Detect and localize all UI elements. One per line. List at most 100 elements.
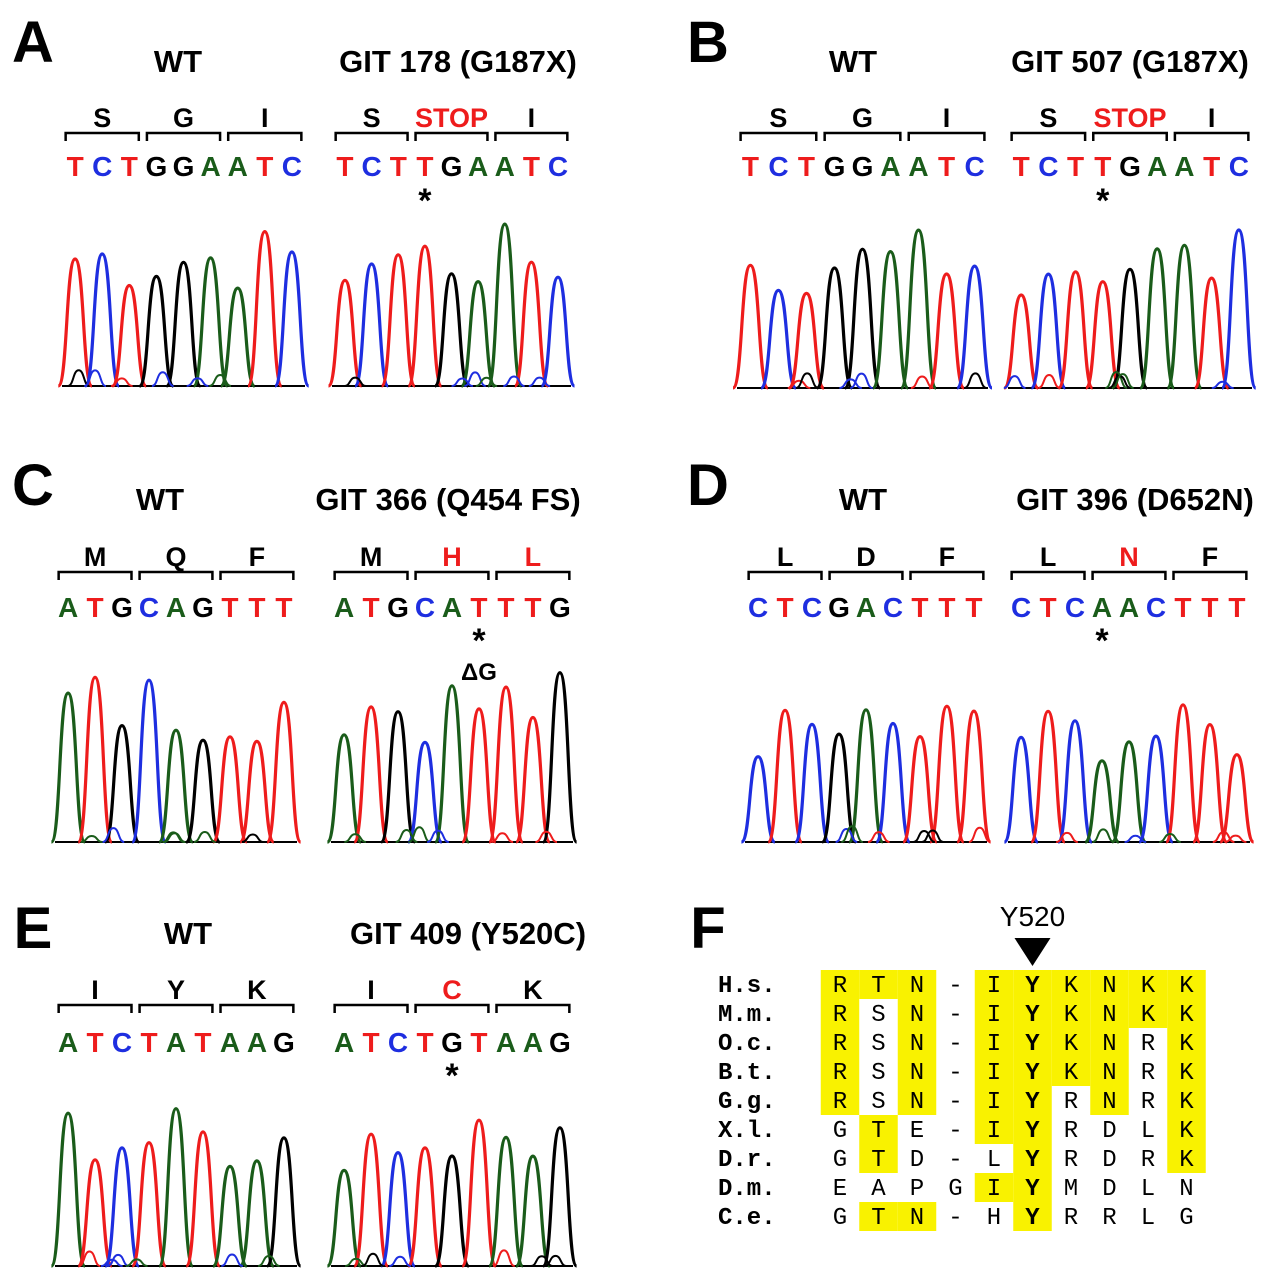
codon-label: C [442, 975, 462, 1005]
trace-peak-T [1191, 723, 1229, 844]
base-letter: G [852, 151, 874, 182]
base-letter: C [92, 151, 112, 182]
trace-peak-T [265, 700, 303, 844]
panel-letter: E [14, 896, 53, 961]
panel-letter: D [687, 453, 729, 518]
residue: Y [1025, 973, 1040, 1000]
base-letter: T [470, 592, 487, 623]
residue: - [948, 1031, 962, 1058]
panel-title-mutant: GIT 409 (Y520C) [350, 916, 586, 951]
codon-bracket [907, 131, 986, 141]
codon-label: F [1202, 542, 1219, 572]
codon-label: I [1208, 103, 1216, 133]
residue: I [987, 1060, 1001, 1087]
residue: - [948, 1060, 962, 1087]
base-letter: T [1174, 592, 1191, 623]
conserved-highlight [1090, 999, 1129, 1028]
base-letter: G [828, 592, 850, 623]
base-letter: T [524, 592, 541, 623]
trace-noise [257, 1254, 280, 1267]
trace-peak-T [326, 278, 364, 388]
codon-label: L [1040, 542, 1057, 572]
residue: I [987, 1118, 1001, 1145]
conserved-highlight [1013, 970, 1052, 999]
codon-bracket [1010, 570, 1086, 580]
codon-bracket [226, 131, 303, 141]
trace-peak-T [1193, 276, 1231, 390]
base-letter: T [523, 151, 540, 182]
residue: D [910, 1147, 924, 1174]
codon-bracket [494, 131, 569, 141]
residue: R [1141, 1089, 1155, 1116]
trace-peak-C [955, 264, 994, 390]
base-letter: T [121, 151, 138, 182]
residue: P [910, 1176, 924, 1203]
conserved-highlight [974, 1028, 1014, 1057]
trace-peak-G [265, 1136, 303, 1268]
trace-peak-A [49, 1111, 87, 1268]
codon-bracket [138, 570, 214, 580]
base-letter: A [334, 1027, 354, 1058]
conserved-highlight [974, 999, 1014, 1028]
conserved-highlight [974, 1057, 1014, 1086]
base-letter: C [802, 592, 822, 623]
base-letter: T [938, 592, 955, 623]
base-letter: T [248, 592, 265, 623]
base-letter: T [1201, 592, 1218, 623]
residue: T [871, 1147, 885, 1174]
base-letter: C [883, 592, 903, 623]
residue: - [948, 1118, 962, 1145]
codon-bracket [739, 131, 818, 141]
base-letter: T [911, 592, 928, 623]
base-letter: A [1174, 151, 1194, 182]
trace-noise [344, 376, 367, 387]
panel-B: B WT GIT 507 (G187X)S G IT C T G G A A T CS STOP IT C T T… [687, 10, 1258, 390]
conserved-highlight [1090, 1028, 1129, 1057]
residue: - [948, 1089, 962, 1116]
residue: N [910, 1060, 924, 1087]
trace-noise [345, 1257, 367, 1267]
residue: K [1179, 1147, 1194, 1174]
base-letter: T [777, 592, 794, 623]
conserved-highlight [1013, 999, 1052, 1028]
residue: A [871, 1176, 886, 1203]
residue: I [987, 1089, 1001, 1116]
conserved-highlight [859, 970, 898, 999]
trace-noise [361, 1252, 384, 1267]
trace-peak-A [1165, 243, 1203, 390]
conserved-highlight [974, 970, 1014, 999]
base-letter: C [361, 151, 381, 182]
trace-peak-T [380, 253, 417, 388]
residue: T [871, 1205, 885, 1232]
residue: - [948, 1147, 962, 1174]
base-letter: T [336, 151, 353, 182]
base-letter: A [442, 592, 462, 623]
panel-title-wt: WT [154, 44, 202, 79]
residue: G [833, 1118, 847, 1145]
base-letter: T [363, 592, 380, 623]
base-letter: C [1011, 592, 1031, 623]
base-letter: C [748, 592, 768, 623]
residue: I [987, 1031, 1001, 1058]
trace-noise [1003, 375, 1026, 389]
trace-noise [151, 371, 174, 387]
residue: G [833, 1147, 847, 1174]
base-letter: T [390, 151, 407, 182]
trace-noise [464, 371, 486, 387]
trace-noise [1159, 832, 1181, 843]
species-label: G.g. [718, 1089, 776, 1116]
residue: R [1064, 1205, 1078, 1232]
base-letter: C [112, 1027, 132, 1058]
residue: Y [1025, 1002, 1040, 1029]
residue: S [871, 1031, 885, 1058]
residue: N [910, 1031, 924, 1058]
conserved-highlight [1051, 970, 1091, 999]
trace-peak-T [238, 739, 276, 844]
base-letter: A [334, 592, 354, 623]
trace-noise [67, 369, 90, 387]
base-letter: G [146, 151, 168, 182]
species-label: O.c. [718, 1031, 776, 1058]
base-letter: T [470, 1027, 487, 1058]
residue: N [910, 1002, 924, 1029]
trace-noise [910, 375, 934, 389]
